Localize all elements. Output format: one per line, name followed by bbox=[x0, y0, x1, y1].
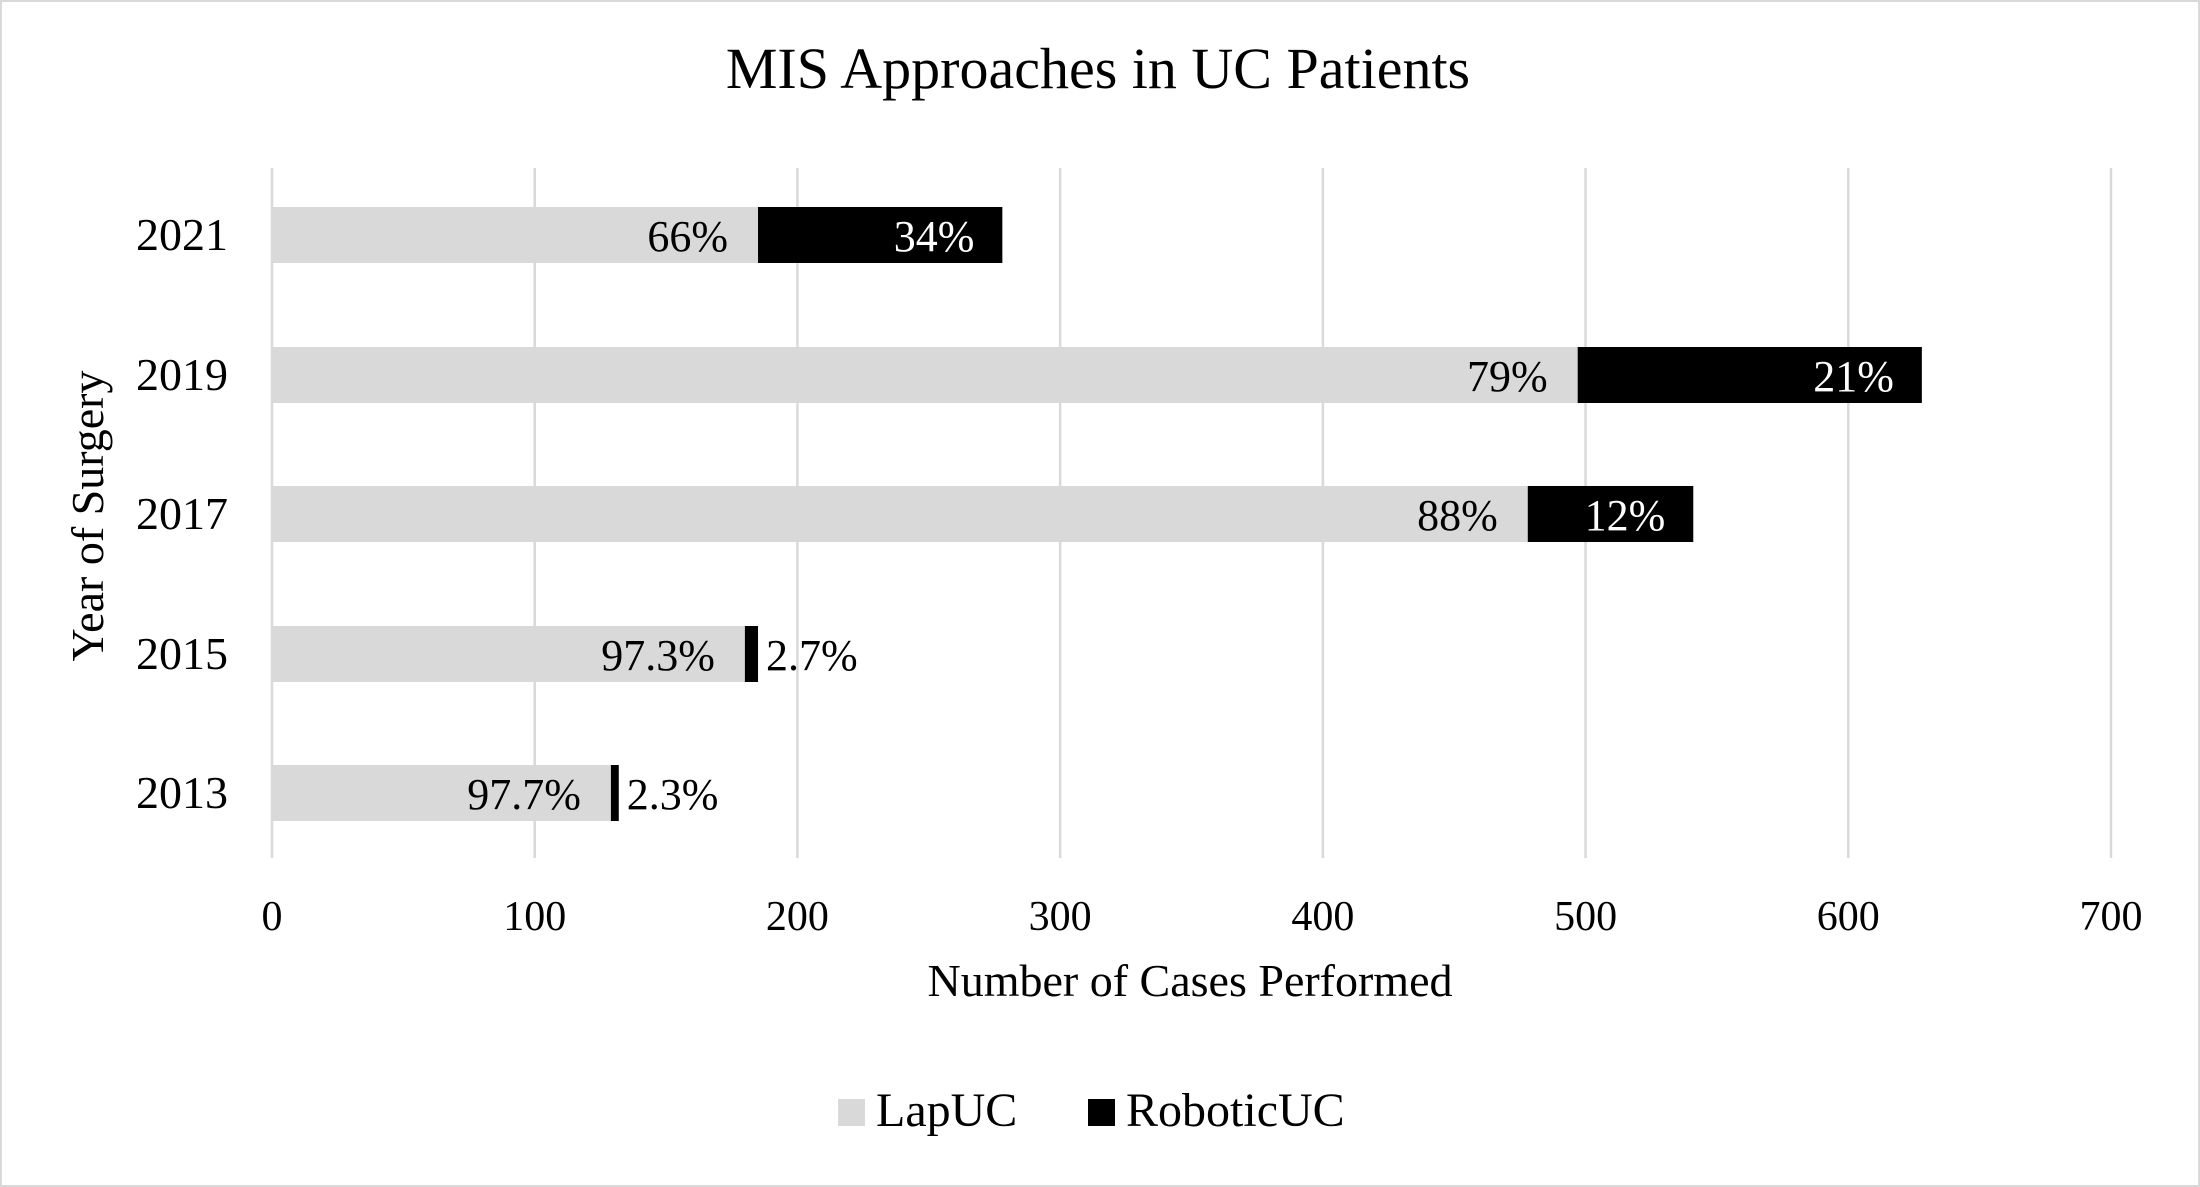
legend-swatch-roboticuc bbox=[1088, 1099, 1115, 1126]
legend-swatch-lapuc bbox=[838, 1099, 865, 1126]
legend-label-roboticuc: RoboticUC bbox=[1126, 1084, 1345, 1137]
legend-item-lapuc: LapUC bbox=[838, 1084, 1017, 1137]
bar-lapuc-2021 bbox=[272, 207, 759, 263]
y-tick-label-2019: 2019 bbox=[136, 349, 228, 400]
y-tick-label-2015: 2015 bbox=[136, 628, 228, 679]
bar-roboticuc-2021 bbox=[758, 207, 1003, 263]
x-tick-label-700: 700 bbox=[2080, 894, 2143, 940]
bar-lapuc-2019 bbox=[272, 347, 1578, 403]
data-label-roboticuc-2013: 2.3% bbox=[627, 770, 719, 819]
bar-roboticuc-2013 bbox=[610, 765, 619, 821]
x-tick-label-300: 300 bbox=[1029, 894, 1092, 940]
data-label-roboticuc-2017: 12% bbox=[1585, 491, 1666, 540]
y-axis-title: Year of Surgery bbox=[62, 371, 113, 662]
data-label-roboticuc-2019: 21% bbox=[1813, 352, 1894, 401]
bar-lapuc-2013 bbox=[272, 765, 611, 821]
bar-layer bbox=[272, 207, 1922, 821]
data-label-roboticuc-2021: 34% bbox=[894, 212, 975, 261]
y-tick-label-2017: 2017 bbox=[136, 488, 228, 539]
legend-item-roboticuc: RoboticUC bbox=[1088, 1084, 1345, 1137]
data-label-roboticuc-2015: 2.7% bbox=[766, 631, 858, 680]
bar-roboticuc-2019 bbox=[1577, 347, 1922, 403]
x-tick-label-200: 200 bbox=[766, 894, 829, 940]
x-axis-title: Number of Cases Performed bbox=[927, 955, 1452, 1006]
legend-label-lapuc: LapUC bbox=[876, 1084, 1017, 1137]
bar-lapuc-2015 bbox=[272, 626, 745, 682]
data-label-lapuc-2019: 79% bbox=[1467, 352, 1548, 401]
bar-lapuc-2017 bbox=[272, 486, 1528, 542]
y-tick-label-2013: 2013 bbox=[136, 767, 228, 818]
data-label-lapuc-2013: 97.7% bbox=[467, 770, 581, 819]
x-tick-label-500: 500 bbox=[1554, 894, 1617, 940]
chart-title: MIS Approaches in UC Patients bbox=[726, 36, 1470, 101]
x-tick-label-400: 400 bbox=[1291, 894, 1354, 940]
bar-roboticuc-2017 bbox=[1527, 486, 1694, 542]
label-layer: 66% 34% 79% 21% 88% 12% 97.3% 2.7% 97.7% 2.3% bbox=[467, 212, 1894, 819]
data-label-lapuc-2017: 88% bbox=[1417, 491, 1498, 540]
data-label-lapuc-2015: 97.3% bbox=[601, 631, 715, 680]
x-tick-label-100: 100 bbox=[503, 894, 566, 940]
x-tick-label-600: 600 bbox=[1817, 894, 1880, 940]
y-tick-label-2021: 2021 bbox=[136, 209, 228, 260]
x-tick-label-0: 0 bbox=[262, 894, 283, 940]
data-label-lapuc-2021: 66% bbox=[647, 212, 728, 261]
bar-roboticuc-2015 bbox=[744, 626, 759, 682]
legend: LapUC RoboticUC bbox=[838, 1084, 1345, 1137]
axis-layer: 0 100 200 300 400 500 600 700 2021 2019 2017 2015 20… bbox=[136, 209, 2143, 940]
